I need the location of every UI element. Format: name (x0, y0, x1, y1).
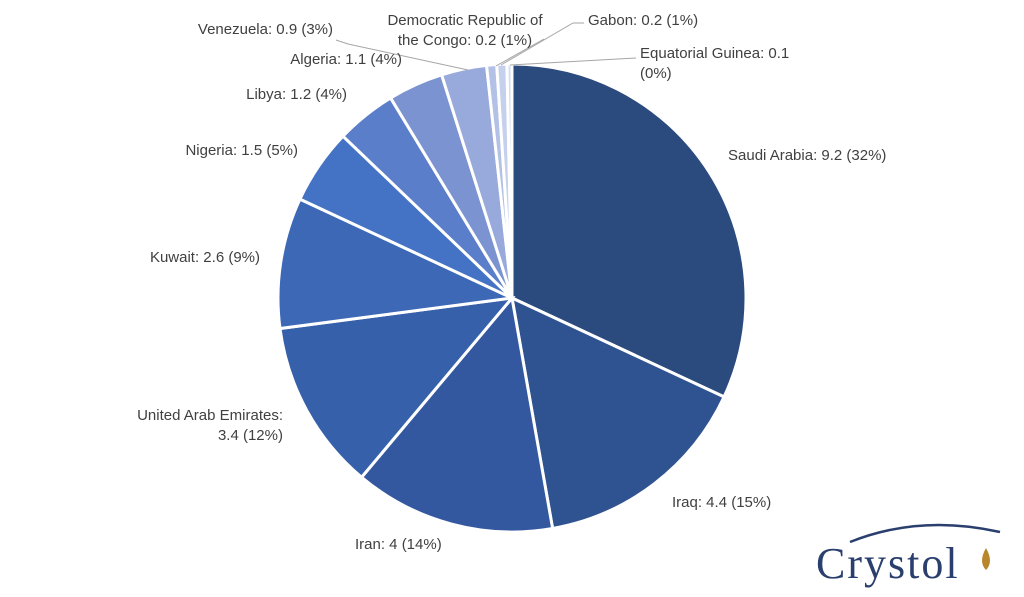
pie-slice-iraq (510, 295, 727, 531)
slice-labels: Saudi Arabia: 9.2 (32%) Iraq: 4.4 (15%) Ir… (137, 12, 886, 553)
slice-label-libya: Libya: 1.2 (4%) (246, 86, 347, 103)
leader-line-gabon (500, 22, 584, 66)
crystol-logo: Crystol (816, 523, 1001, 588)
pie-slices (276, 62, 748, 534)
leader-line-venezuela (335, 39, 469, 71)
pie-slice-equatorial-guinea (505, 62, 514, 299)
logo-drop-icon (982, 548, 990, 570)
slice-label-algeria: Algeria: 1.1 (4%) (290, 51, 402, 68)
slice-label-iraq: Iraq: 4.4 (15%) (672, 494, 771, 511)
slice-label-venezuela: Venezuela: 0.9 (3%) (198, 21, 333, 38)
slice-label-gabon: Gabon: 0.2 (1%) (588, 12, 698, 29)
slice-label-kuwait: Kuwait: 2.6 (9%) (150, 249, 260, 266)
pie-slice-iran (359, 294, 555, 534)
slice-label-democratic-republic-of-the-congo: Democratic Republic of the Congo: 0.2 (1%… (387, 12, 543, 49)
leader-lines (335, 22, 637, 71)
slice-label-nigeria: Nigeria: 1.5 (5%) (185, 142, 298, 159)
slice-label-equatorial-guinea: Equatorial Guinea: 0.1 (0%) (640, 45, 789, 82)
leader-line-equatorial-guinea (509, 57, 637, 66)
pie-slice-saudi-arabia (510, 62, 748, 399)
pie-slice-united-arab-emirates (278, 296, 516, 480)
slice-label-iran: Iran: 4 (14%) (355, 536, 442, 553)
slice-label-united-arab-emirates: United Arab Emirates: 3.4 (12%) (137, 407, 283, 444)
pie-slice-kuwait (276, 197, 518, 331)
slice-label-saudi-arabia: Saudi Arabia: 9.2 (32%) (728, 147, 886, 164)
leader-line-democratic-republic-of-the-congo (495, 38, 545, 67)
logo-swoosh (849, 523, 1001, 544)
logo-text: Crystol (816, 539, 960, 588)
